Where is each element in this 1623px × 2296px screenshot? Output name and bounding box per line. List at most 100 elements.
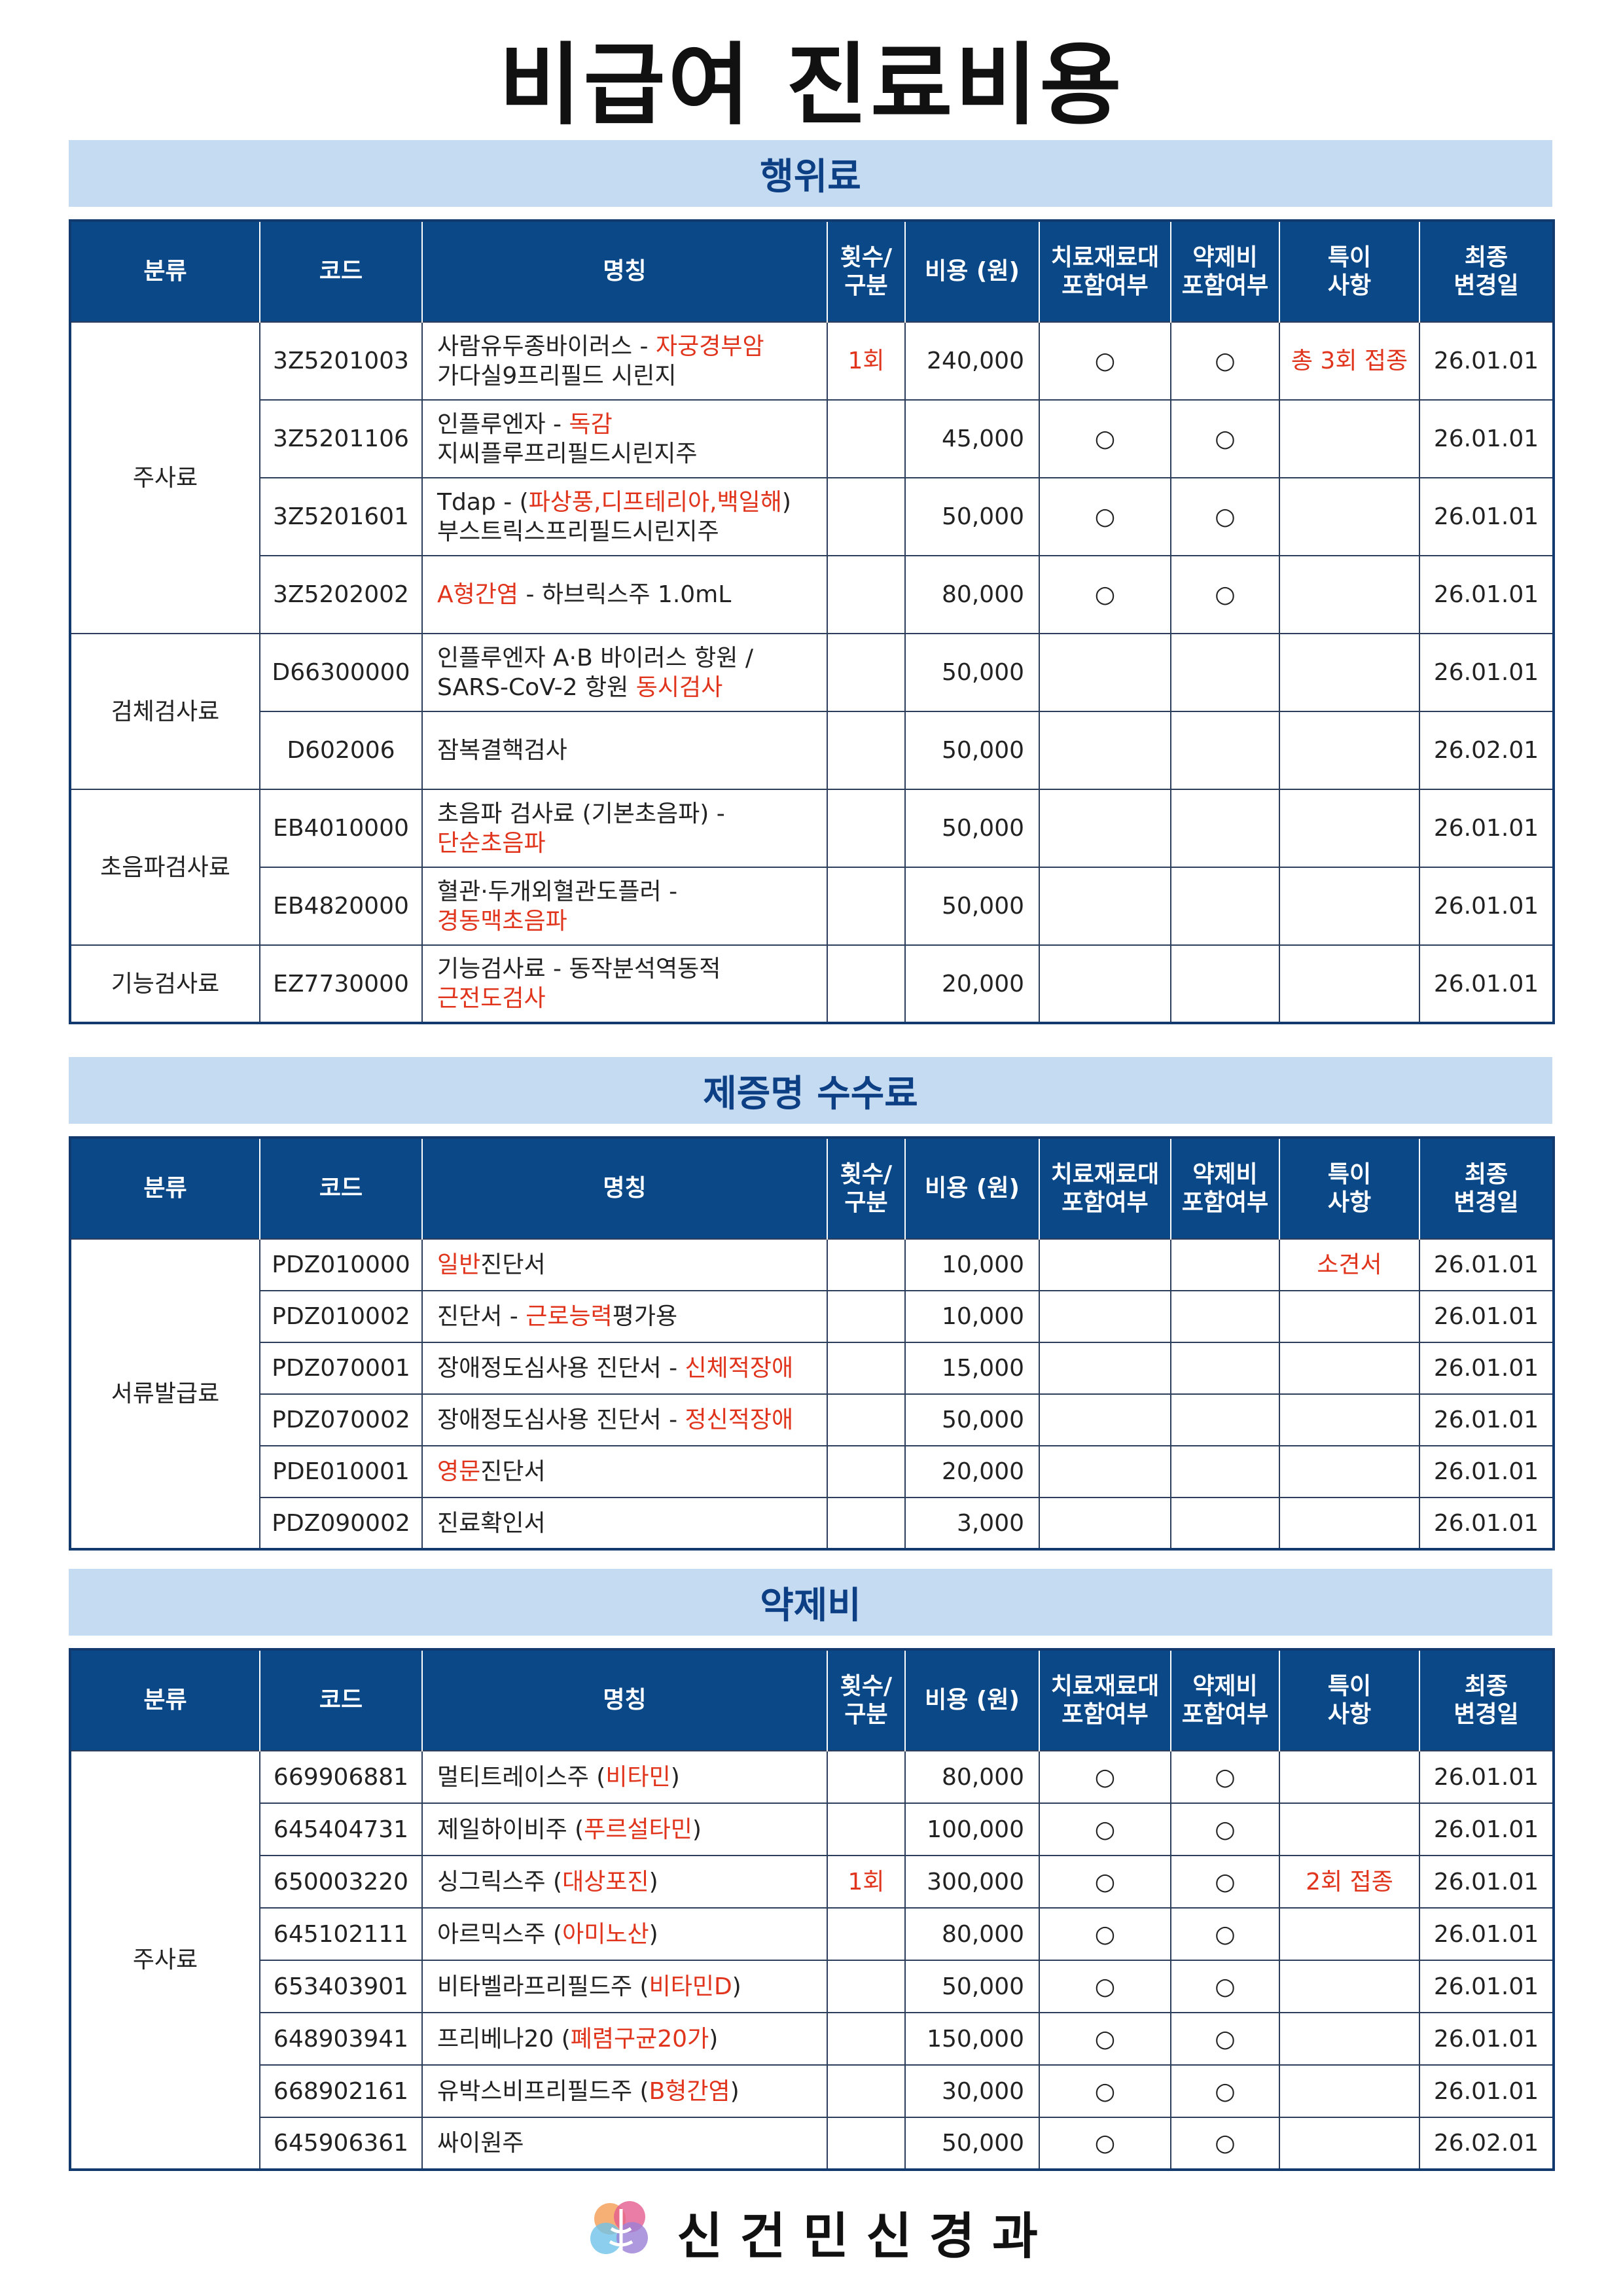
- name-line: 단순초음파: [437, 829, 817, 858]
- date-cell: 26.01.01: [1419, 1445, 1554, 1498]
- name-segment: 아미노산: [562, 1920, 649, 1948]
- code-cell: EB4010000: [259, 789, 423, 868]
- header-line: 사항: [1327, 1189, 1372, 1216]
- table-row: 기능검사료 EZ7730000 기능검사료 - 동작분석역동적 근전도검사 20,000…: [69, 944, 1554, 1024]
- name-segment: 단순초음파: [437, 829, 546, 857]
- material-cell: [1039, 867, 1171, 946]
- drug-cell: [1170, 1393, 1280, 1446]
- name-segment: 장애정도심사용 진단서 -: [437, 1407, 685, 1433]
- name-line: 진단서 - 근로능력평가용: [437, 1302, 817, 1331]
- name-cell: A형간염 - 하브릭스주 1.0mL: [421, 555, 828, 634]
- drug-cell: ○: [1170, 399, 1280, 478]
- date-cell: 26.02.01: [1419, 711, 1554, 790]
- note-cell: [1279, 1445, 1420, 1498]
- count-cell: 1회: [827, 321, 906, 401]
- name-segment: 폐렴구균20가: [570, 2025, 709, 2053]
- note-cell: [1279, 1907, 1420, 1961]
- table-row: PDZ070002 장애정도심사용 진단서 - 정신적장애 50,000 26.01.…: [70, 1393, 1554, 1446]
- date-cell: 26.01.01: [1419, 1855, 1554, 1909]
- code-cell: 3Z5201106: [259, 399, 423, 478]
- table-row: EB4820000 혈관·두개외혈관도플러 - 경동맥초음파 50,000 26.01.…: [70, 867, 1554, 946]
- column-header: 약제비 포함여부: [1170, 221, 1279, 322]
- note-cell: [1279, 867, 1420, 946]
- name-segment: 푸르설타민: [584, 1816, 692, 1843]
- name-segment: ): [781, 488, 791, 516]
- note-cell: [1279, 1393, 1420, 1446]
- name-segment: 지씨플루프리필드시린지주: [437, 440, 698, 467]
- drug-cell: ○: [1170, 1803, 1280, 1856]
- name-cell: 진료확인서: [421, 1497, 828, 1550]
- date-cell: 26.02.01: [1419, 2117, 1554, 2170]
- date-cell: 26.01.01: [1419, 944, 1554, 1024]
- header-row: 분류 코드 명칭 횟수/구분 비용 (원) 치료재료대 포함여부 약제비 포함여부 특이 사항 최종 변…: [70, 1138, 1554, 1239]
- cost-cell: 50,000: [904, 1960, 1040, 2013]
- material-cell: ○: [1039, 2117, 1171, 2170]
- column-header: 명칭: [421, 1649, 827, 1751]
- header-line: 최종: [1464, 1672, 1508, 1700]
- name-cell: 유박스비프리필드주 (B형간염): [421, 2064, 828, 2118]
- name-segment: ): [649, 1920, 658, 1948]
- material-cell: [1039, 1393, 1171, 1446]
- drug-cell: [1170, 1445, 1280, 1498]
- date-cell: 26.01.01: [1419, 633, 1554, 712]
- count-cell: [827, 633, 906, 712]
- column-header: 비용 (원): [904, 1138, 1039, 1239]
- name-segment: 진단서: [480, 1458, 546, 1485]
- material-cell: [1039, 633, 1171, 712]
- header-line: 포함여부: [1181, 1189, 1269, 1216]
- name-segment: 부스트릭스프리필드시린지주: [437, 518, 719, 545]
- date-cell: 26.01.01: [1419, 1960, 1554, 2013]
- table-header: 분류 코드 명칭 횟수/구분 비용 (원) 치료재료대 포함여부 약제비 포함여부 특이 사항 최종 변…: [70, 1649, 1554, 1751]
- note-cell: [1279, 1803, 1420, 1856]
- header-line: 최종: [1464, 243, 1508, 271]
- name-segment: ): [649, 1868, 658, 1895]
- column-header: 분류: [70, 1649, 260, 1751]
- header-line: 약제비: [1192, 1672, 1258, 1700]
- name-segment: 동시검사: [635, 673, 723, 701]
- name-segment: B형간염: [649, 2077, 730, 2105]
- drug-cell: [1170, 1290, 1280, 1343]
- note-cell: [1279, 633, 1420, 712]
- name-line: 기능검사료 - 동작분석역동적: [437, 954, 817, 984]
- name-line: 일반진단서: [437, 1250, 817, 1280]
- code-cell: PDE010001: [259, 1445, 423, 1498]
- column-header: 명칭: [421, 221, 827, 322]
- column-header: 최종 변경일: [1419, 1138, 1554, 1239]
- fee-table: 분류 코드 명칭 횟수/구분 비용 (원) 치료재료대 포함여부 약제비 포함여부 특이 사항 최종 변…: [69, 219, 1555, 1024]
- name-segment: 진단서 -: [437, 1303, 526, 1330]
- cost-cell: 50,000: [904, 1393, 1040, 1446]
- date-cell: 26.01.01: [1419, 867, 1554, 946]
- code-cell: 650003220: [259, 1855, 423, 1909]
- clinic-name: 신 건 민 신 경 과: [677, 2207, 1038, 2265]
- name-segment: 진료확인서: [437, 1509, 546, 1537]
- name-segment: 프리베나20 (: [437, 2025, 571, 2053]
- table-row: 645102111 아르믹스주 (아미노산) 80,000 ○ ○ 26.01.01: [70, 1907, 1554, 1961]
- section-title: 약제비: [69, 1569, 1552, 1636]
- table-row: 645404731 제일하이비주 (푸르설타민) 100,000 ○ ○ 26.01.01: [70, 1803, 1554, 1856]
- column-header: 비용 (원): [904, 1649, 1039, 1751]
- header-line: 약제비: [1192, 1160, 1258, 1188]
- header-line: 비용 (원): [925, 1175, 1020, 1202]
- cell-text: 2회 접종: [1306, 1868, 1393, 1895]
- name-line: 부스트릭스프리필드시린지주: [437, 517, 817, 547]
- note-cell: [1279, 1497, 1420, 1550]
- cost-cell: 50,000: [904, 477, 1040, 556]
- header-line: 사항: [1327, 272, 1372, 299]
- count-cell: 1회: [827, 1855, 906, 1909]
- cost-cell: 50,000: [904, 711, 1040, 790]
- material-cell: ○: [1039, 1750, 1171, 1804]
- material-cell: [1039, 1445, 1171, 1498]
- name-line: 진료확인서: [437, 1509, 817, 1538]
- header-line: 구분: [844, 1189, 888, 1216]
- name-segment: ): [709, 2025, 719, 2053]
- note-cell: 총 3회 접종: [1279, 321, 1420, 401]
- date-cell: 26.01.01: [1419, 477, 1554, 556]
- section-title: 제증명 수수료: [69, 1057, 1552, 1124]
- name-line: 근전도검사: [437, 984, 817, 1013]
- code-cell: D602006: [259, 711, 423, 790]
- column-header: 특이 사항: [1279, 221, 1419, 322]
- name-cell: 프리베나20 (폐렴구균20가): [421, 2012, 828, 2066]
- table-header: 분류 코드 명칭 횟수/구분 비용 (원) 치료재료대 포함여부 약제비 포함여부 특이 사항 최종 변…: [70, 221, 1554, 322]
- name-cell: 일반진단서: [421, 1238, 828, 1291]
- count-cell: [827, 399, 906, 478]
